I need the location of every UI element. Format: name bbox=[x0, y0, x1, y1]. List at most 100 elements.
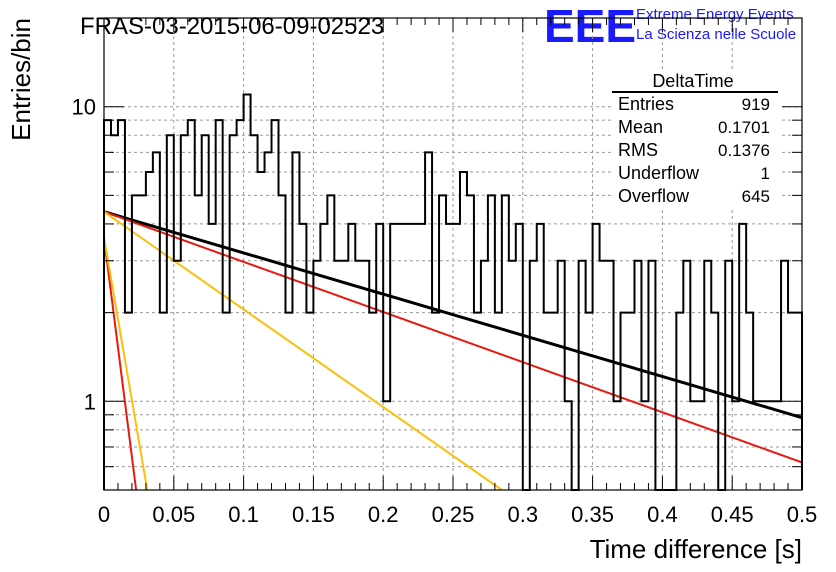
histogram-bin bbox=[348, 224, 355, 490]
histogram-bin bbox=[209, 224, 216, 490]
histogram-bin bbox=[425, 152, 432, 490]
histogram-outline bbox=[103, 93, 803, 491]
stats-row-label: Overflow bbox=[618, 186, 690, 206]
histogram-bin bbox=[202, 135, 209, 490]
histogram-bin bbox=[746, 313, 753, 490]
histogram-bin bbox=[306, 313, 313, 490]
histogram-bin bbox=[530, 261, 537, 490]
histogram-bin bbox=[767, 401, 774, 490]
x-tick-label: 0.05 bbox=[152, 502, 195, 527]
x-tick-label: 0.1 bbox=[228, 502, 259, 527]
histogram-bin bbox=[404, 224, 411, 490]
histogram-bin bbox=[376, 224, 383, 490]
histogram-bin bbox=[181, 135, 188, 490]
histogram-bin bbox=[711, 313, 718, 490]
fit-line-2 bbox=[103, 210, 803, 464]
logo-line-2: La Scienza nelle Scuole bbox=[636, 26, 796, 43]
histogram-bin bbox=[502, 195, 509, 490]
histogram-bin bbox=[153, 152, 160, 490]
histogram-bin bbox=[223, 313, 230, 490]
histogram-bin bbox=[704, 261, 711, 490]
histogram-bin bbox=[320, 224, 327, 490]
histogram-bin bbox=[334, 261, 341, 490]
histogram-bin bbox=[446, 224, 453, 490]
stats-row-value: 0.1376 bbox=[718, 141, 770, 160]
x-tick-label: 0.35 bbox=[571, 502, 614, 527]
histogram-bin bbox=[439, 195, 446, 490]
fit-line-1 bbox=[103, 210, 803, 420]
y-axis: 1 10 bbox=[72, 17, 802, 491]
x-tick-label: 0.2 bbox=[368, 502, 399, 527]
histogram-bin bbox=[774, 401, 781, 490]
histogram-bin bbox=[355, 261, 362, 490]
histogram-bin bbox=[272, 120, 279, 490]
histogram-bin bbox=[160, 313, 167, 490]
histogram-bin bbox=[460, 172, 467, 490]
histogram-bin bbox=[397, 224, 404, 490]
histogram-bin bbox=[565, 401, 572, 490]
stats-row-label: RMS bbox=[618, 140, 658, 160]
histogram-bin bbox=[683, 261, 690, 490]
stats-row-value: 0.1701 bbox=[718, 118, 770, 137]
histogram-bin bbox=[600, 261, 607, 490]
x-axis: 0 0.05 0.1 0.15 0.2 0.25 0.3 0.35 0.4 0.45 0.5 bbox=[98, 18, 817, 527]
y-tick-label: 10 bbox=[72, 95, 96, 120]
stats-row-label: Underflow bbox=[618, 163, 700, 183]
histogram-bin bbox=[251, 135, 258, 490]
histogram-bin bbox=[495, 313, 502, 490]
histogram-bin bbox=[432, 313, 439, 490]
logo-text: EEE bbox=[544, 0, 636, 52]
histogram-bin bbox=[313, 261, 320, 490]
histogram-bin bbox=[586, 313, 593, 490]
histogram-bin bbox=[369, 313, 376, 490]
histogram-bin bbox=[676, 313, 683, 490]
histogram-bin bbox=[299, 224, 306, 490]
histogram-bin bbox=[418, 224, 425, 490]
run-title: FRAS-03-2015-06-09-02523 bbox=[80, 13, 384, 40]
histogram-bin bbox=[467, 195, 474, 490]
histogram-bin bbox=[146, 172, 153, 490]
histogram-bin bbox=[104, 120, 111, 490]
histogram-bin bbox=[634, 261, 641, 490]
fit-line-3 bbox=[103, 210, 503, 491]
histogram-bin bbox=[544, 313, 551, 490]
fit-line-4 bbox=[103, 237, 138, 491]
histogram-bin bbox=[739, 224, 746, 490]
histogram-bin bbox=[230, 135, 237, 490]
stats-row-label: Entries bbox=[618, 94, 674, 114]
stats-row-value: 1 bbox=[761, 164, 770, 183]
histogram-bin bbox=[453, 224, 460, 490]
histogram-bin bbox=[139, 195, 146, 490]
histogram-bin bbox=[760, 401, 767, 490]
histogram-bin bbox=[362, 261, 369, 490]
histogram bbox=[103, 93, 803, 491]
histogram-bin bbox=[258, 172, 265, 490]
x-tick-label: 0.4 bbox=[647, 502, 678, 527]
fit-line-5 bbox=[103, 237, 149, 491]
x-tick-label: 0.5 bbox=[787, 502, 818, 527]
x-axis-label: Time difference [s] bbox=[590, 534, 802, 564]
histogram-bin bbox=[174, 261, 181, 490]
histogram-bin bbox=[481, 261, 488, 490]
histogram-bin bbox=[509, 261, 516, 490]
histogram-bin bbox=[690, 401, 697, 490]
stats-row-value: 645 bbox=[742, 187, 770, 206]
histogram-bin bbox=[118, 120, 125, 490]
histogram-bin bbox=[167, 135, 174, 490]
histogram-bin bbox=[558, 261, 565, 490]
histogram-bin bbox=[697, 401, 704, 490]
x-tick-label: 0 bbox=[98, 502, 110, 527]
stats-box: DeltaTime Entries 919 Mean 0.1701 RMS 0.1376 U… bbox=[612, 70, 782, 210]
histogram-bin bbox=[551, 313, 558, 490]
logo-line-1: Extreme Energy Events bbox=[636, 6, 794, 23]
histogram-bin bbox=[341, 261, 348, 490]
x-tick-label: 0.45 bbox=[711, 502, 754, 527]
histogram-bin bbox=[488, 195, 495, 490]
eee-logo: EEE Extreme Energy Events La Scienza nel… bbox=[544, 0, 796, 52]
histogram-bin bbox=[383, 401, 390, 490]
histogram-bin bbox=[641, 401, 648, 490]
histogram-bin bbox=[579, 261, 586, 490]
y-axis-label: Entries/bin bbox=[6, 18, 36, 141]
x-tick-label: 0.25 bbox=[432, 502, 475, 527]
